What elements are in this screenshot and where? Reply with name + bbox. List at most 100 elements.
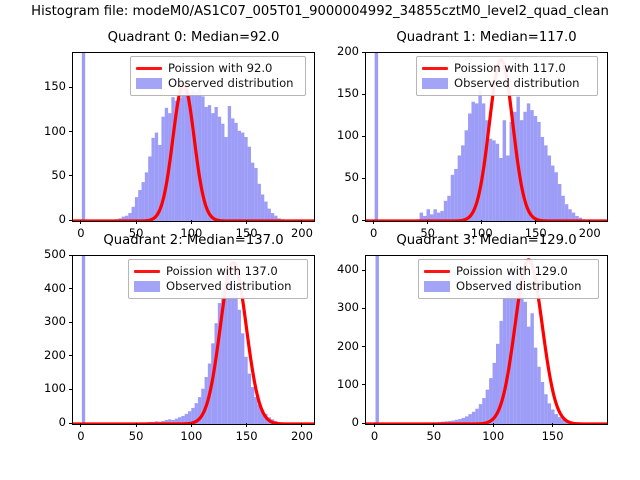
histogram-svg-quadrant-0 (73, 53, 314, 221)
y-tick-label: 0 (58, 415, 66, 429)
x-tick-mark (492, 423, 494, 427)
x-tick-mark (246, 220, 248, 224)
legend-row-observed: Observed distribution (134, 279, 302, 294)
y-tick-mark (361, 135, 365, 137)
subplot-quadrant-0: Quadrant 0: Median=92.0 Poission with 92… (44, 30, 315, 240)
y-tick-mark (361, 51, 365, 53)
y-tick-mark (361, 346, 365, 348)
x-tick-label: 50 (420, 226, 435, 240)
legend-line-swatch-icon (134, 265, 160, 278)
legend-quadrant-0[interactable]: Poission with 92.0 Observed distribution (130, 56, 306, 96)
y-tick-mark (68, 388, 72, 390)
x-tick-label: 100 (470, 226, 493, 240)
x-tick-label: 0 (370, 429, 379, 443)
x-tick-mark (433, 423, 435, 427)
y-tick-label: 150 (337, 86, 359, 100)
y-tick-mark (361, 269, 365, 271)
x-tick-mark (427, 220, 429, 224)
y-tick-mark (68, 131, 72, 133)
x-tick-mark (481, 220, 483, 224)
y-tick-label: 150 (44, 79, 66, 94)
x-tick-mark (552, 423, 554, 427)
y-tick-mark (361, 384, 365, 386)
legend-row-observed: Observed distribution (424, 279, 593, 294)
subplot-quadrant-3: Quadrant 3: Median=129.0 Poission with 1… (337, 233, 608, 443)
subplot-title-quadrant-1: Quadrant 1: Median=117.0 (396, 30, 577, 45)
legend-label-poisson: Poission with 117.0 (454, 61, 566, 75)
x-tick-label: 150 (235, 226, 258, 240)
legend-line-swatch-icon (424, 265, 450, 278)
x-tick-label: 200 (290, 429, 313, 443)
y-tick-label: 500 (44, 247, 66, 261)
legend-patch-swatch-icon (424, 281, 450, 292)
y-tick-label: 100 (44, 123, 66, 138)
x-tick-mark (190, 423, 192, 427)
y-tick-label: 400 (44, 280, 66, 295)
y-tick-label: 100 (337, 128, 359, 142)
legend-label-poisson: Poission with 137.0 (166, 264, 278, 278)
x-tick-mark (373, 220, 375, 224)
legend-label-poisson: Poission with 92.0 (168, 61, 273, 75)
histogram-svg-quadrant-2 (73, 256, 314, 424)
x-tick-mark (135, 423, 137, 427)
x-tick-label: 100 (180, 226, 203, 240)
y-tick-label: 0 (58, 212, 66, 226)
x-tick-label: 50 (426, 429, 442, 443)
histogram-svg-quadrant-1 (366, 53, 607, 221)
x-tick-label: 50 (128, 226, 144, 240)
x-tick-label: 150 (235, 429, 258, 443)
x-tick-mark (135, 220, 137, 224)
x-tick-mark (589, 220, 591, 224)
legend-row-poisson: Poission with 92.0 (136, 61, 300, 76)
y-tick-label: 50 (51, 167, 66, 182)
legend-label-observed: Observed distribution (456, 279, 582, 293)
x-tick-mark (373, 423, 375, 427)
y-tick-mark (361, 422, 365, 424)
y-tick-mark (68, 175, 72, 177)
y-tick-mark (68, 86, 72, 88)
subplot-title-quadrant-2: Quadrant 2: Median=137.0 (103, 233, 284, 248)
x-tick-mark (190, 220, 192, 224)
x-tick-label: 0 (369, 226, 378, 240)
y-tick-label: 300 (44, 314, 66, 329)
y-tick-label: 200 (44, 347, 66, 362)
histogram-svg-quadrant-3 (366, 256, 607, 424)
y-tick-mark (361, 177, 365, 179)
y-tick-mark (361, 307, 365, 309)
x-tick-label: 100 (482, 429, 505, 443)
legend-quadrant-3[interactable]: Poission with 129.0 Observed distributio… (418, 259, 599, 299)
y-tick-mark (68, 422, 72, 424)
x-tick-label: 150 (524, 226, 547, 240)
y-tick-label: 50 (344, 170, 359, 184)
legend-row-observed: Observed distribution (136, 76, 300, 91)
y-tick-mark (68, 219, 72, 221)
y-tick-label: 200 (337, 44, 359, 58)
legend-label-poisson: Poission with 129.0 (456, 264, 568, 278)
legend-label-observed: Observed distribution (166, 279, 292, 293)
legend-patch-swatch-icon (134, 281, 160, 292)
y-tick-label: 200 (337, 338, 359, 353)
y-tick-label: 100 (337, 376, 359, 391)
x-tick-mark (246, 423, 248, 427)
y-tick-mark (68, 254, 72, 256)
y-tick-mark (68, 321, 72, 323)
legend-row-observed: Observed distribution (422, 76, 592, 91)
y-tick-label: 100 (44, 381, 66, 396)
legend-patch-swatch-icon (422, 78, 448, 89)
legend-quadrant-2[interactable]: Poission with 137.0 Observed distributio… (128, 259, 308, 299)
x-tick-label: 50 (128, 429, 144, 443)
y-tick-mark (361, 219, 365, 221)
x-tick-label: 200 (290, 226, 313, 240)
y-tick-label: 300 (337, 300, 359, 315)
y-tick-label: 0 (351, 415, 359, 429)
legend-label-observed: Observed distribution (454, 76, 580, 90)
legend-patch-swatch-icon (136, 78, 162, 89)
subplot-title-quadrant-3: Quadrant 3: Median=129.0 (396, 233, 577, 248)
legend-quadrant-1[interactable]: Poission with 117.0 Observed distributio… (416, 56, 598, 96)
x-tick-mark (80, 220, 82, 224)
subplot-quadrant-1: Quadrant 1: Median=117.0 Poission with 1… (337, 30, 608, 240)
subplot-title-quadrant-0: Quadrant 0: Median=92.0 (107, 30, 280, 45)
legend-line-swatch-icon (136, 62, 162, 75)
y-tick-label: 400 (337, 262, 359, 277)
